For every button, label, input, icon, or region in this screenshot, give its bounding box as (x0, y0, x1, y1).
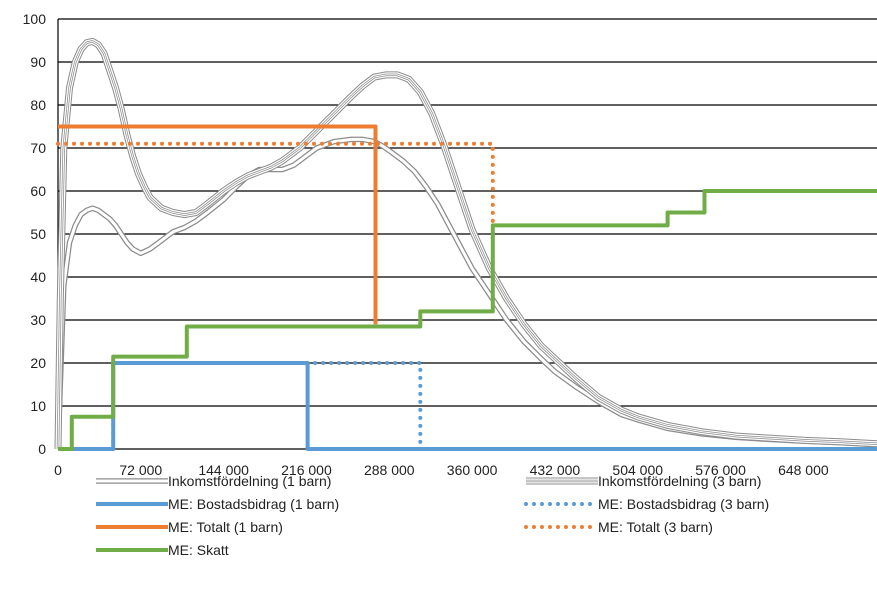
legend-label: ME: Bostadsbidrag (1 barn) (168, 496, 339, 512)
y-tick-label: 50 (30, 226, 46, 242)
x-tick-label: 216 000 (281, 462, 332, 478)
x-tick-label: 288 000 (364, 462, 415, 478)
x-axis-ticks: 0 72 000 144 000 216 000 288 000 360 000 432 0… (54, 462, 829, 478)
series-me-totalt-3-barn (56, 141, 495, 228)
y-tick-label: 80 (30, 97, 46, 113)
legend-item-inkomstfordelning-3-barn: Inkomstfördelning (3 barn) (526, 473, 761, 489)
legend: Inkomstfördelning (1 barn) Inkomstfördeln… (96, 473, 769, 558)
series-group (54, 37, 877, 451)
legend-label: ME: Skatt (168, 542, 229, 558)
y-tick-label: 10 (30, 398, 46, 414)
y-tick-label: 20 (30, 355, 46, 371)
legend-label: ME: Totalt (3 barn) (598, 519, 713, 535)
legend-item-me-skatt: ME: Skatt (96, 542, 229, 558)
legend-label: ME: Totalt (1 barn) (168, 519, 283, 535)
x-tick-label: 432 000 (530, 462, 581, 478)
y-tick-label: 0 (38, 441, 46, 457)
y-tick-label: 90 (30, 54, 46, 70)
series-me-totalt-1-barn (58, 124, 378, 325)
y-tick-label: 30 (30, 312, 46, 328)
legend-item-inkomstfordelning-1-barn: Inkomstfördelning (1 barn) (96, 473, 331, 489)
legend-item-me-totalt-3-barn: ME: Totalt (3 barn) (524, 519, 713, 535)
x-tick-label: 648 000 (778, 462, 829, 478)
y-tick-label: 60 (30, 183, 46, 199)
y-tick-label: 100 (23, 11, 47, 27)
y-tick-label: 70 (30, 140, 46, 156)
legend-label: Inkomstfördelning (3 barn) (598, 473, 761, 489)
series-inkomstfordelning-3-barn (54, 37, 877, 450)
x-tick-label: 0 (54, 462, 62, 478)
y-tick-label: 40 (30, 269, 46, 285)
x-tick-label: 576 000 (695, 462, 746, 478)
x-tick-label: 72 000 (119, 462, 162, 478)
x-tick-label: 360 000 (447, 462, 498, 478)
y-axis-ticks: 0 10 20 30 40 50 60 70 80 90 100 (23, 11, 47, 457)
legend-label: ME: Bostadsbidrag (3 barn) (598, 496, 769, 512)
legend-label: Inkomstfördelning (1 barn) (168, 473, 331, 489)
x-tick-label: 144 000 (198, 462, 249, 478)
series-me-skatt (58, 189, 877, 451)
legend-item-me-totalt-1-barn: ME: Totalt (1 barn) (96, 519, 283, 535)
x-tick-label: 504 000 (612, 462, 663, 478)
legend-item-me-bostadsbidrag-1-barn: ME: Bostadsbidrag (1 barn) (96, 496, 339, 512)
legend-item-me-bostadsbidrag-3-barn: ME: Bostadsbidrag (3 barn) (524, 496, 769, 512)
series-inkomstfordelning-1-barn (55, 136, 877, 450)
